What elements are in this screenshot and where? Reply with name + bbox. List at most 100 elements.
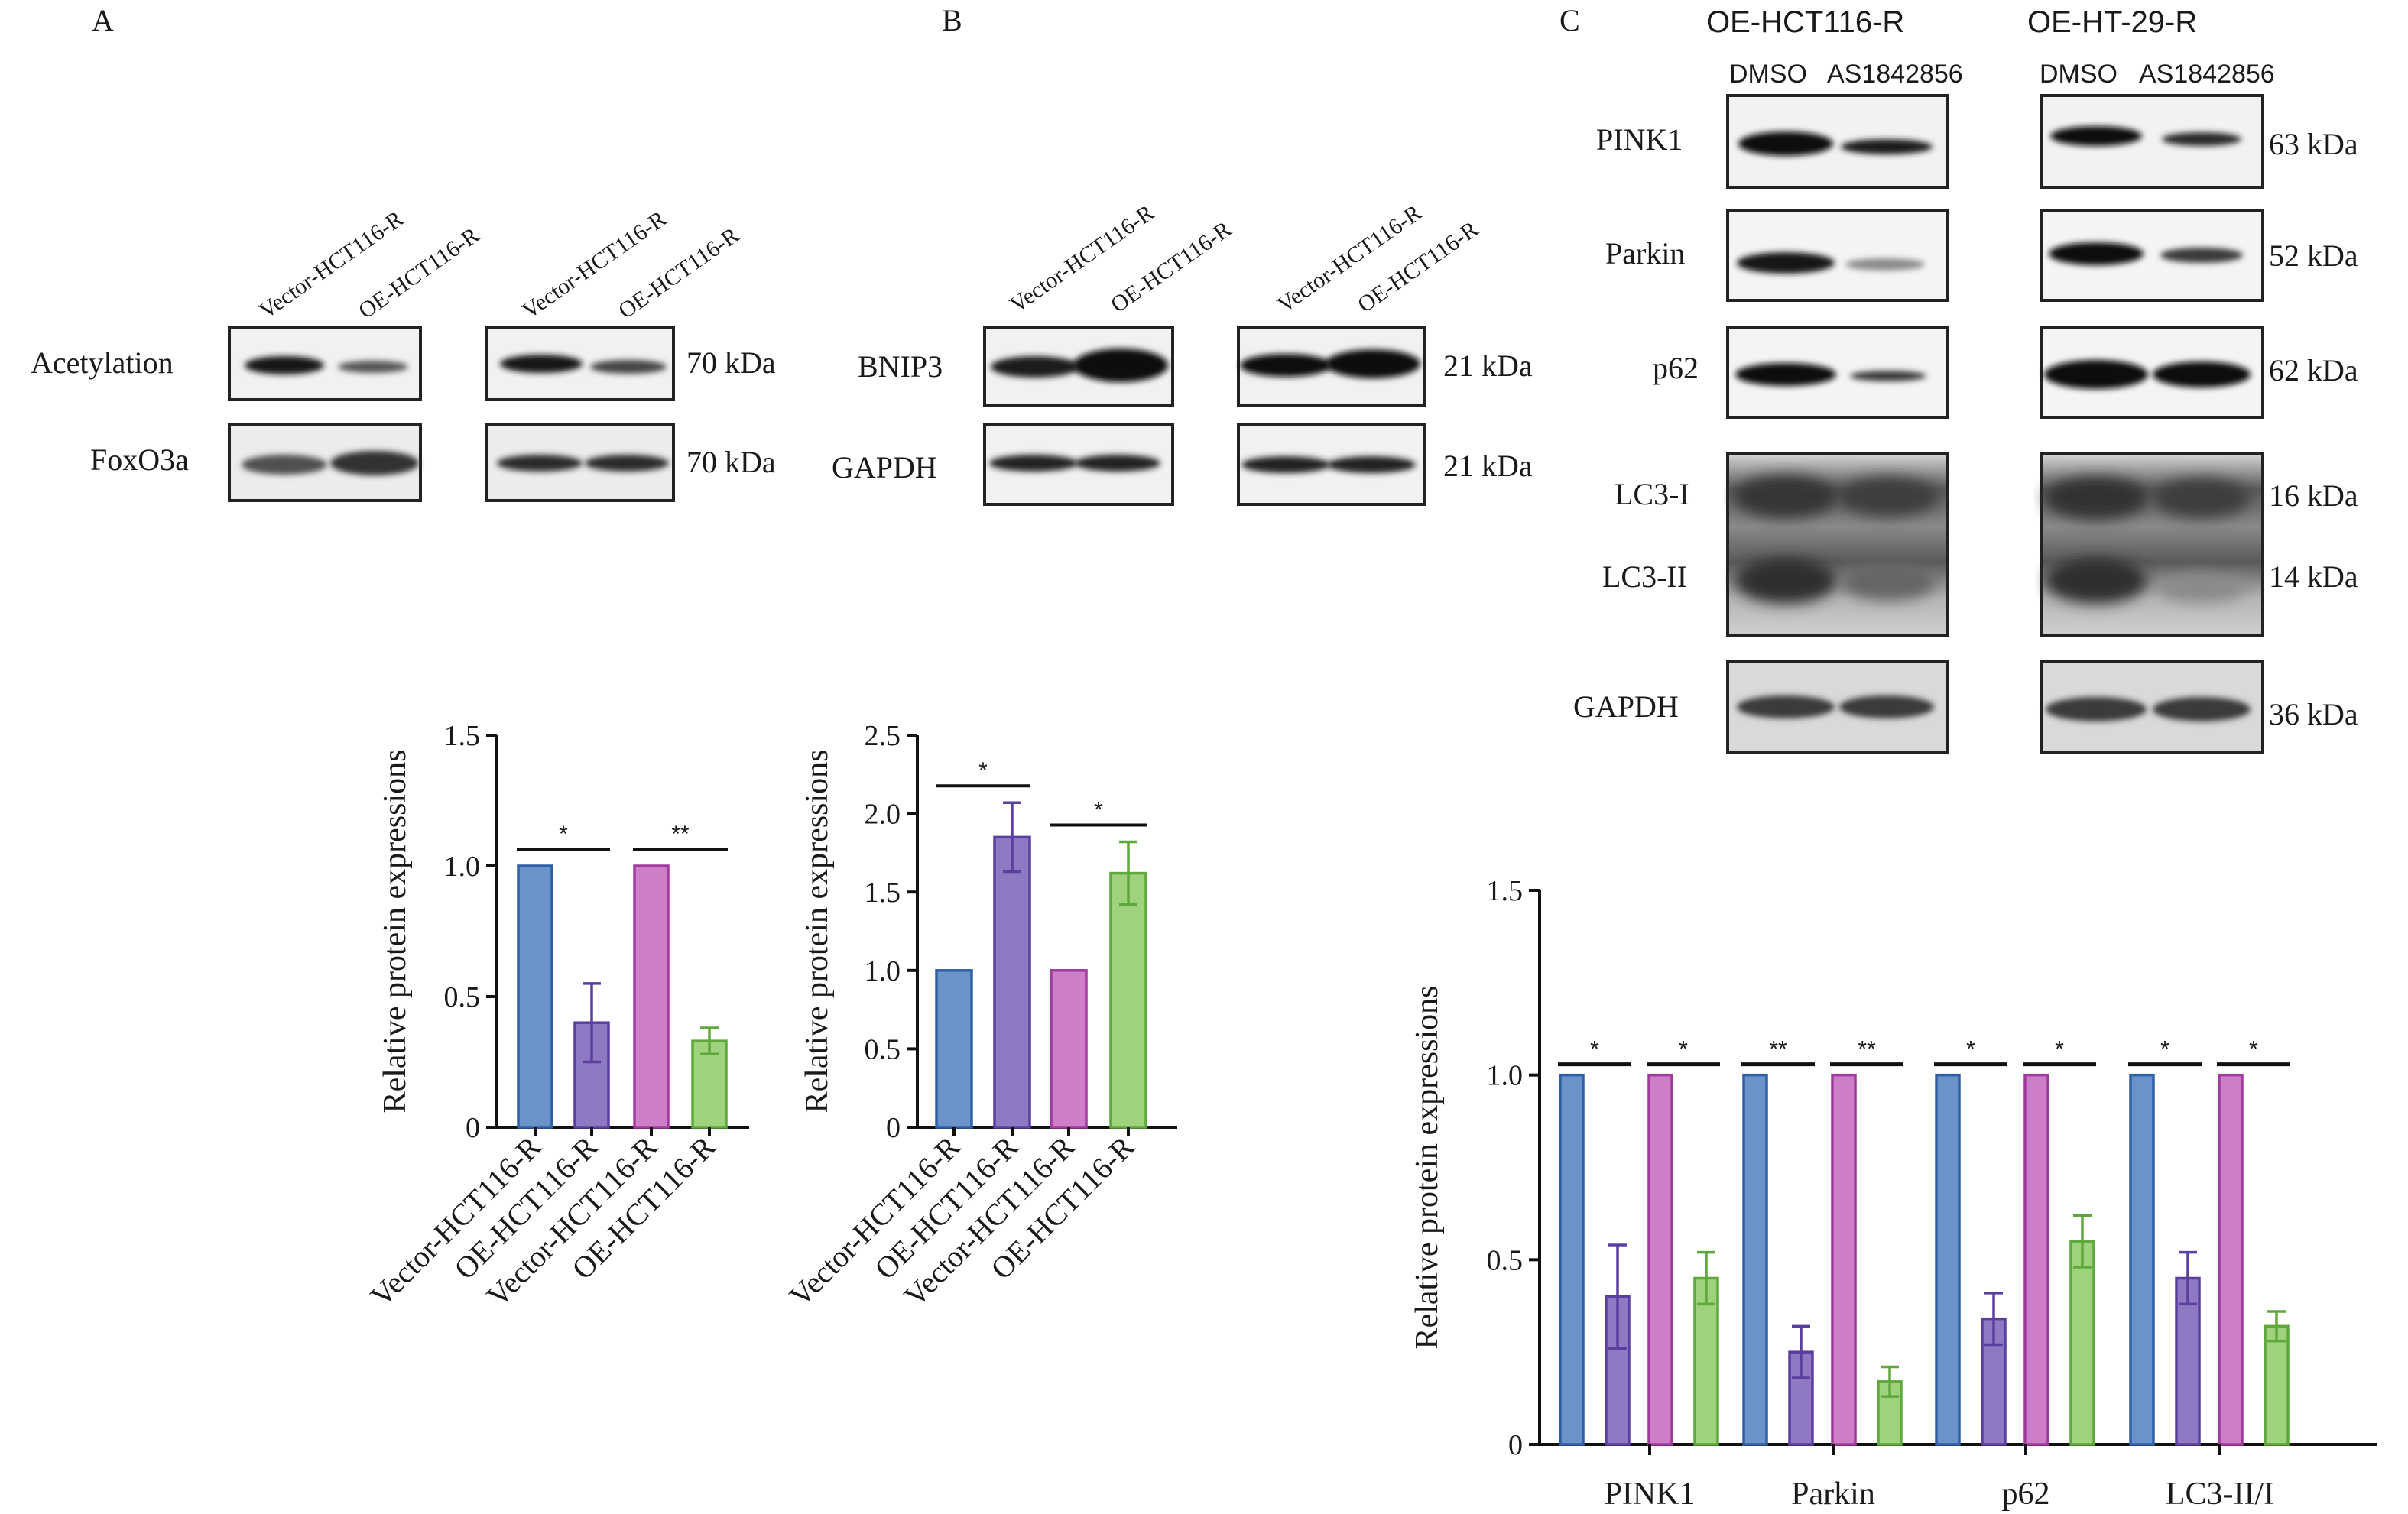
kda-label: 70 kDa — [686, 445, 776, 479]
blot-band — [1075, 455, 1160, 472]
significance-label: * — [1094, 798, 1103, 823]
y-tick-label: 1.0 — [1487, 1060, 1524, 1092]
blot-band — [1734, 475, 1838, 518]
blot-band — [2046, 697, 2147, 721]
panel-b: B Vector-HCT116-R OE-HCT116-R Vector-HCT… — [832, 3, 1533, 506]
kda-label: 21 kDa — [1443, 349, 1533, 383]
blot-band — [242, 455, 327, 475]
blot-band — [2050, 126, 2142, 146]
panel-a: A Vector-HCT116-R OE-HCT116-R Vector-HCT… — [31, 3, 776, 502]
bar — [1559, 1073, 1585, 1446]
y-tick-label: 0.5 — [865, 1033, 901, 1065]
bar — [935, 969, 973, 1129]
blot-band — [1841, 139, 1933, 154]
kda-label: 36 kDa — [2269, 697, 2358, 731]
blot-row-label: LC3-I — [1615, 477, 1689, 511]
significance-label: * — [1679, 1037, 1688, 1062]
y-tick-label: 1.0 — [444, 851, 481, 883]
bar — [2129, 1073, 2155, 1446]
condition-label: DMSO — [1729, 60, 1807, 89]
blot-band — [330, 451, 419, 475]
significance-label: * — [2249, 1037, 2258, 1062]
chart-panel-b: 0 0.5 1.0 1.5 2.0 2.5 Relative protein express… — [783, 720, 1177, 1313]
bar — [2218, 1073, 2244, 1446]
blot-row-label: GAPDH — [1573, 689, 1679, 724]
y-tick-label: 0 — [886, 1112, 901, 1144]
y-tick-label: 1.0 — [865, 955, 901, 987]
y-axis-label: Relative protein expressions — [800, 750, 835, 1114]
blot-band — [989, 455, 1078, 472]
bar — [2069, 1240, 2095, 1446]
significance-label: * — [978, 758, 988, 783]
y-tick-label: 0 — [466, 1112, 480, 1144]
blot-band — [1845, 258, 1925, 271]
significance-label: * — [1966, 1037, 1975, 1062]
blot-band — [1850, 371, 1926, 381]
blot-band — [245, 356, 324, 374]
y-tick-label: 1.5 — [444, 720, 481, 752]
condition-label: AS1842856 — [2139, 60, 2275, 89]
blot-row-label: PINK1 — [1596, 122, 1683, 157]
significance-label: * — [2055, 1037, 2064, 1062]
condition-label: AS1842856 — [1827, 60, 1963, 89]
y-tick-label: 2.0 — [865, 799, 901, 831]
blot-band — [497, 455, 583, 472]
panel-a-letter: A — [92, 3, 114, 37]
kda-label: 14 kDa — [2269, 559, 2358, 594]
blot-band — [1738, 131, 1833, 156]
y-tick-label: 2.5 — [865, 720, 901, 752]
blot-band — [1735, 363, 1836, 386]
chart-panel-c: 0 0.5 1.0 1.5 Relative protein expressions PI… — [1410, 875, 2377, 1512]
bar — [993, 835, 1031, 1129]
bar — [1935, 1073, 1961, 1446]
y-tick-label: 0 — [1508, 1429, 1523, 1461]
bar — [1831, 1073, 1857, 1446]
y-axis-label: Relative protein expressions — [378, 750, 413, 1114]
significance-label: ** — [1858, 1037, 1876, 1062]
panel-b-letter: B — [942, 3, 962, 37]
blot-band — [2046, 558, 2147, 604]
blot-row-label: BNIP3 — [858, 349, 943, 384]
kda-label: 62 kDa — [2269, 353, 2358, 387]
x-tick-label: p62 — [2002, 1477, 2050, 1512]
bar — [1109, 871, 1147, 1129]
bar — [1693, 1276, 1719, 1446]
blot-band — [2162, 132, 2241, 146]
blot-band — [1841, 564, 1936, 601]
x-tick-label: LC3-II/I — [2166, 1477, 2274, 1512]
blot-band — [1241, 456, 1330, 473]
panel-c-letter: C — [1559, 3, 1580, 37]
bar — [2264, 1324, 2290, 1446]
blot-band — [2157, 575, 2246, 602]
blot-band — [1735, 558, 1836, 604]
blot-band — [1240, 354, 1332, 377]
bar — [1742, 1073, 1768, 1446]
significance-label: * — [2160, 1037, 2169, 1062]
bar — [2023, 1073, 2049, 1446]
bar — [633, 864, 670, 1129]
blot-band — [1327, 456, 1416, 473]
blot-band — [2044, 477, 2148, 520]
bar — [1647, 1073, 1673, 1446]
blot-band — [991, 356, 1079, 378]
blot-row-label: Acetylation — [31, 345, 174, 380]
significance-label: * — [1590, 1037, 1599, 1062]
significance-label: ** — [1769, 1037, 1787, 1062]
panel-c: C OE-HCT116-R OE-HT-29-R DMSO AS1842856 … — [1559, 3, 2358, 754]
group-label: OE-HT-29-R — [2027, 5, 2197, 39]
kda-label: 52 kDa — [2269, 238, 2358, 273]
y-tick-label: 0.5 — [444, 981, 481, 1013]
blot-band — [2153, 697, 2251, 721]
blot-band — [500, 355, 583, 373]
blot-row-label: p62 — [1653, 351, 1699, 385]
blot-row-label: LC3-II — [1602, 559, 1687, 594]
y-axis-label: Relative protein expressions — [1410, 986, 1445, 1350]
blot-band — [2160, 248, 2243, 263]
significance-label: * — [559, 822, 568, 847]
y-tick-label: 0.5 — [1487, 1244, 1524, 1276]
y-tick-label: 1.5 — [865, 877, 901, 909]
blot-band — [1839, 695, 1934, 718]
blot-band — [1326, 349, 1420, 378]
blot-band — [2153, 478, 2251, 518]
